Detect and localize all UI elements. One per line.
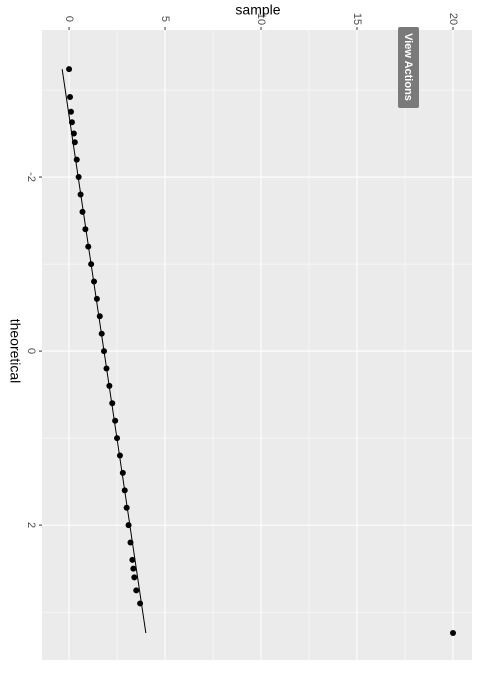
- point: [101, 348, 108, 355]
- x-tick-label: 2: [25, 522, 37, 528]
- point: [129, 556, 136, 563]
- axis-title-theoretical: theoretical: [7, 319, 23, 384]
- point: [98, 330, 105, 337]
- button-label[interactable]: View Actions: [402, 33, 414, 101]
- axis-title-sample: sample: [235, 2, 280, 18]
- point: [133, 587, 140, 594]
- point: [127, 539, 134, 546]
- point: [116, 452, 123, 459]
- point: [123, 504, 130, 511]
- point: [73, 156, 80, 163]
- point: [67, 94, 74, 101]
- point: [71, 139, 78, 146]
- point: [66, 66, 73, 73]
- panel: [42, 30, 472, 660]
- point: [82, 226, 89, 233]
- point: [121, 487, 128, 494]
- point: [67, 108, 74, 115]
- view-actions-button[interactable]: View Actions: [398, 27, 419, 108]
- button-bg[interactable]: [398, 27, 419, 108]
- point: [131, 574, 138, 581]
- point: [70, 130, 77, 137]
- point: [106, 382, 113, 389]
- x-tick-label: -2: [25, 172, 37, 182]
- point: [77, 191, 84, 198]
- point: [93, 295, 100, 302]
- y-tick-label: 0: [63, 16, 75, 22]
- point: [75, 174, 82, 181]
- point: [68, 119, 75, 126]
- point: [91, 278, 98, 285]
- point: [449, 630, 456, 637]
- point: [79, 208, 86, 215]
- point: [103, 365, 110, 372]
- point: [119, 469, 126, 476]
- y-tick-label: 20: [447, 13, 459, 25]
- y-tick-label: 5: [159, 16, 171, 22]
- point: [85, 243, 92, 250]
- point: [114, 435, 121, 442]
- point: [125, 522, 132, 529]
- point: [137, 600, 144, 607]
- point: [88, 261, 95, 268]
- point: [130, 565, 137, 572]
- point: [109, 400, 116, 407]
- y-tick-label: 15: [351, 13, 363, 25]
- point: [112, 417, 119, 424]
- y-tick-label: 10: [255, 13, 267, 25]
- point: [96, 313, 103, 320]
- x-tick-label: 0: [25, 348, 37, 354]
